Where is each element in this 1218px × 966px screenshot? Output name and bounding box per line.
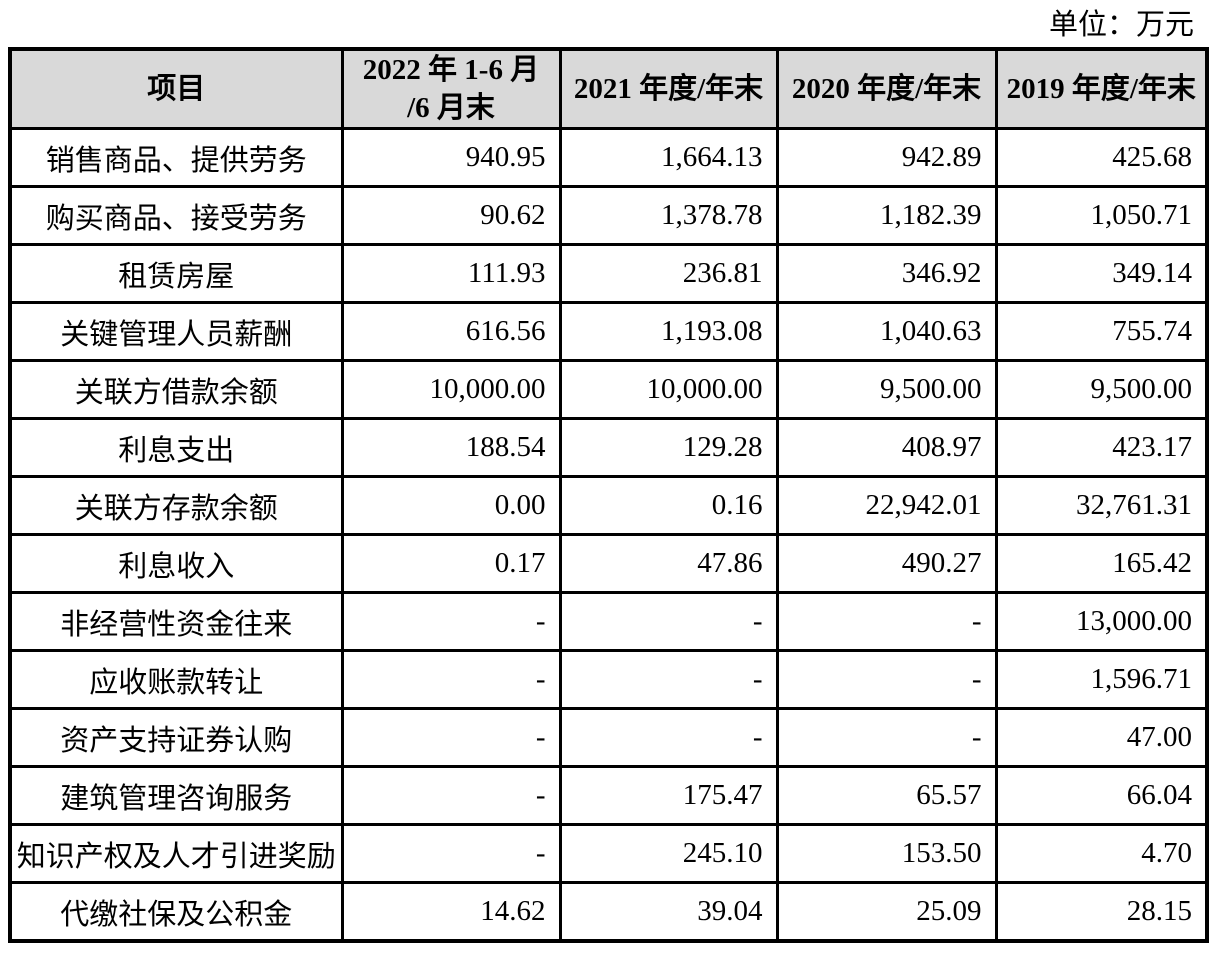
- row-label: 资产支持证券认购: [8, 707, 344, 768]
- value-cell: 175.47: [558, 765, 779, 826]
- column-header-2022: 2022 年 1-6 月 /6 月末: [340, 47, 562, 130]
- value-cell: 39.04: [558, 881, 779, 943]
- row-label: 销售商品、提供劳务: [8, 127, 344, 188]
- row-label: 应收账款转让: [8, 649, 344, 710]
- value-cell: 9,500.00: [775, 359, 998, 420]
- value-cell: 10,000.00: [558, 359, 779, 420]
- value-cell: 47.86: [558, 533, 779, 594]
- value-cell: -: [340, 765, 562, 826]
- table-row: 关键管理人员薪酬 616.56 1,193.08 1,040.63 755.74: [8, 301, 1209, 362]
- value-cell: 0.17: [340, 533, 562, 594]
- value-cell: 425.68: [994, 127, 1209, 188]
- table-body: 销售商品、提供劳务 940.95 1,664.13 942.89 425.68 购买商品、…: [8, 127, 1209, 943]
- table-row: 应收账款转让 - - -1,596.71: [8, 649, 1209, 710]
- value-cell: 349.14: [994, 243, 1209, 304]
- value-cell: -: [558, 649, 779, 710]
- value-cell: 165.42: [994, 533, 1209, 594]
- value-cell: -: [340, 591, 562, 652]
- column-header-2020: 2020 年度/年末: [775, 47, 998, 130]
- row-label: 利息收入: [8, 533, 344, 594]
- value-cell: 408.97: [775, 417, 998, 478]
- column-header-2021: 2021 年度/年末: [558, 47, 779, 130]
- value-cell: 346.92: [775, 243, 998, 304]
- value-cell: -: [340, 649, 562, 710]
- table-row: 租赁房屋 111.93 236.81 346.92 349.14: [8, 243, 1209, 304]
- row-label: 建筑管理咨询服务: [8, 765, 344, 826]
- value-cell: 236.81: [558, 243, 779, 304]
- table-row: 销售商品、提供劳务 940.95 1,664.13 942.89 425.68: [8, 127, 1209, 188]
- related-party-transactions-table: 项目 2022 年 1-6 月 /6 月末 2021 年度/年末 2020 年度…: [8, 47, 1209, 943]
- value-cell: -: [340, 823, 562, 884]
- value-cell: 940.95: [340, 127, 562, 188]
- table-row: 知识产权及人才引进奖励 -245.10 153.50 4.70: [8, 823, 1209, 884]
- row-label: 租赁房屋: [8, 243, 344, 304]
- table-row: 非经营性资金往来 - - -13,000.00: [8, 591, 1209, 652]
- table-row: 建筑管理咨询服务 -175.47 65.57 66.04: [8, 765, 1209, 826]
- row-label: 关键管理人员薪酬: [8, 301, 344, 362]
- table-row: 利息收入 0.17 47.86 490.27 165.42: [8, 533, 1209, 594]
- value-cell: -: [340, 707, 562, 768]
- value-cell: -: [558, 591, 779, 652]
- table-header: 项目 2022 年 1-6 月 /6 月末 2021 年度/年末 2020 年度…: [8, 47, 1209, 130]
- unit-label: 单位：万元: [1048, 9, 1194, 41]
- value-cell: 65.57: [775, 765, 998, 826]
- value-cell: -: [775, 649, 998, 710]
- value-cell: 245.10: [558, 823, 779, 884]
- value-cell: 1,193.08: [558, 301, 779, 362]
- value-cell: 13,000.00: [994, 591, 1209, 652]
- table-row: 关联方存款余额 0.00 0.16 22,942.01 32,761.31: [8, 475, 1209, 536]
- value-cell: 1,596.71: [994, 649, 1209, 710]
- value-cell: 66.04: [994, 765, 1209, 826]
- value-cell: -: [775, 591, 998, 652]
- value-cell: 111.93: [340, 243, 562, 304]
- row-label: 代缴社保及公积金: [8, 881, 344, 943]
- value-cell: 9,500.00: [994, 359, 1209, 420]
- column-header-item: 项目: [8, 47, 344, 130]
- header-row: 项目 2022 年 1-6 月 /6 月末 2021 年度/年末 2020 年度…: [8, 47, 1209, 130]
- row-label: 关联方借款余额: [8, 359, 344, 420]
- value-cell: 25.09: [775, 881, 998, 943]
- value-cell: 14.62: [340, 881, 562, 943]
- table-row: 资产支持证券认购 - - -47.00: [8, 707, 1209, 768]
- table-row: 利息支出 188.54 129.28 408.97 423.17: [8, 417, 1209, 478]
- row-label: 利息支出: [8, 417, 344, 478]
- table-row: 关联方借款余额 10,000.00 10,000.00 9,500.00 9,500.0…: [8, 359, 1209, 420]
- row-label: 知识产权及人才引进奖励: [8, 823, 344, 884]
- row-label: 关联方存款余额: [8, 475, 344, 536]
- value-cell: 490.27: [775, 533, 998, 594]
- value-cell: 0.16: [558, 475, 779, 536]
- value-cell: 1,050.71: [994, 185, 1209, 246]
- value-cell: 1,040.63: [775, 301, 998, 362]
- value-cell: 90.62: [340, 185, 562, 246]
- value-cell: 10,000.00: [340, 359, 562, 420]
- value-cell: 423.17: [994, 417, 1209, 478]
- value-cell: 22,942.01: [775, 475, 998, 536]
- value-cell: 47.00: [994, 707, 1209, 768]
- value-cell: 1,664.13: [558, 127, 779, 188]
- table-row: 代缴社保及公积金 14.62 39.04 25.09 28.15: [8, 881, 1209, 943]
- value-cell: 755.74: [994, 301, 1209, 362]
- value-cell: 4.70: [994, 823, 1209, 884]
- value-cell: 1,182.39: [775, 185, 998, 246]
- value-cell: 32,761.31: [994, 475, 1209, 536]
- table-row: 购买商品、接受劳务 90.62 1,378.78 1,182.39 1,050.71: [8, 185, 1209, 246]
- value-cell: 1,378.78: [558, 185, 779, 246]
- column-header-2019: 2019 年度/年末: [994, 47, 1209, 130]
- value-cell: 153.50: [775, 823, 998, 884]
- value-cell: 129.28: [558, 417, 779, 478]
- value-cell: -: [775, 707, 998, 768]
- row-label: 非经营性资金往来: [8, 591, 344, 652]
- value-cell: 616.56: [340, 301, 562, 362]
- value-cell: -: [558, 707, 779, 768]
- value-cell: 942.89: [775, 127, 998, 188]
- value-cell: 0.00: [340, 475, 562, 536]
- row-label: 购买商品、接受劳务: [8, 185, 344, 246]
- value-cell: 28.15: [994, 881, 1209, 943]
- value-cell: 188.54: [340, 417, 562, 478]
